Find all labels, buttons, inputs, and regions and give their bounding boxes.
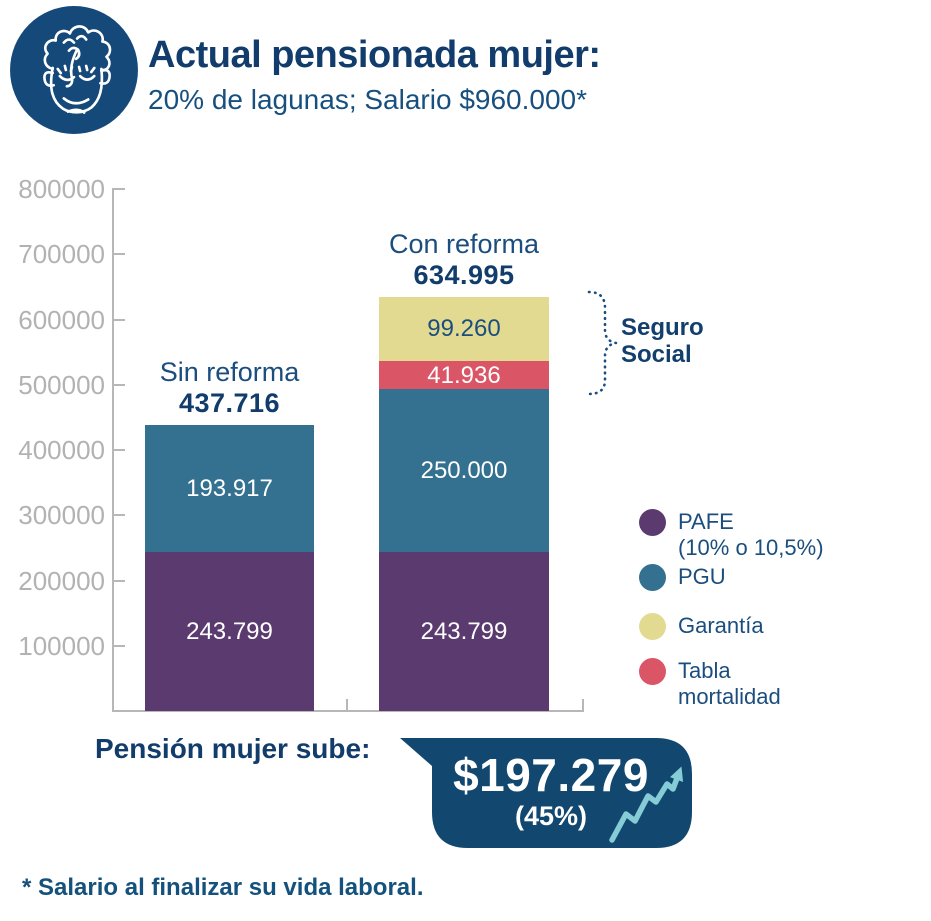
legend-color-dot <box>639 613 666 640</box>
bar-segment-value: 243.799 <box>186 618 273 645</box>
legend-item: PGU <box>639 564 726 591</box>
bar-segment: 193.917 <box>145 425 314 552</box>
bar-segment-value: 193.917 <box>186 475 273 502</box>
bar-segment: 243.799 <box>145 552 314 711</box>
seguro-social-label: Seguro Social <box>621 314 704 368</box>
y-axis-tick-label: 800000 <box>18 174 105 204</box>
seguro-social-brace-icon <box>587 290 617 396</box>
bar-segment-value: 41.936 <box>427 362 501 389</box>
bar-segment: 41.936 <box>379 361 549 389</box>
y-axis-tick <box>114 645 125 647</box>
bar-segment: 99.260 <box>379 297 549 361</box>
y-axis-tick-label: 200000 <box>18 566 105 596</box>
legend-label: PAFE (10% o 10,5%) <box>678 509 824 560</box>
y-axis-tick-label: 300000 <box>18 500 105 530</box>
speech-bubble-shape <box>400 738 692 848</box>
y-axis-tick <box>114 580 125 582</box>
y-axis-tick <box>114 514 125 516</box>
bar-total-value: 437.716 <box>178 388 281 418</box>
legend-label: Tabla mortalidad <box>678 658 781 709</box>
callout-amount: $197.279 <box>453 749 649 801</box>
y-axis-tick-label: 100000 <box>18 631 105 661</box>
y-axis-tick-label: 700000 <box>18 239 105 269</box>
x-axis <box>112 710 584 712</box>
pension-sube-label: Pensión mujer sube: <box>95 733 371 764</box>
legend-color-dot <box>639 658 666 685</box>
legend-item: PAFE (10% o 10,5%) <box>639 509 824 561</box>
legend-color-dot <box>639 509 666 536</box>
legend-item: Garantía <box>639 613 764 640</box>
callout-percent: (45%) <box>514 801 588 831</box>
page-subtitle: 20% de lagunas; Salario $960.000* <box>148 84 588 115</box>
page-title: Actual pensionada mujer: <box>148 34 601 76</box>
bar-segment: 243.799 <box>379 552 549 711</box>
y-axis-tick-label: 400000 <box>18 435 105 465</box>
y-axis-tick <box>114 384 125 386</box>
x-axis-tick <box>582 699 584 711</box>
y-axis <box>112 188 114 712</box>
y-axis-tick-label: 500000 <box>18 370 105 400</box>
legend-label: Garantía <box>678 613 764 638</box>
y-axis-tick <box>114 253 125 255</box>
legend-item: Tabla mortalidad <box>639 658 781 710</box>
bar-segment-value: 243.799 <box>420 618 508 645</box>
x-axis-tick <box>346 699 348 711</box>
footnote: * Salario al finalizar su vida laboral. <box>22 874 424 901</box>
growth-arrow-icon <box>609 766 684 843</box>
bar-segment: 250.000 <box>379 389 549 552</box>
y-axis-tick <box>114 449 125 451</box>
y-axis-tick <box>114 188 125 190</box>
callout-bubble <box>400 738 692 848</box>
y-axis-tick-label: 600000 <box>18 305 105 335</box>
bar-category-label: Con reforma <box>388 229 540 259</box>
woman-face-icon <box>10 6 138 134</box>
bar-segment-value: 250.000 <box>420 457 508 484</box>
bar-total-value: 634.995 <box>413 260 515 290</box>
legend-label: PGU <box>678 564 726 589</box>
bar-category-label: Sin reforma <box>159 357 300 387</box>
bar-segment-value: 99.260 <box>427 315 501 342</box>
y-axis-tick <box>114 319 125 321</box>
legend-color-dot <box>639 564 666 591</box>
